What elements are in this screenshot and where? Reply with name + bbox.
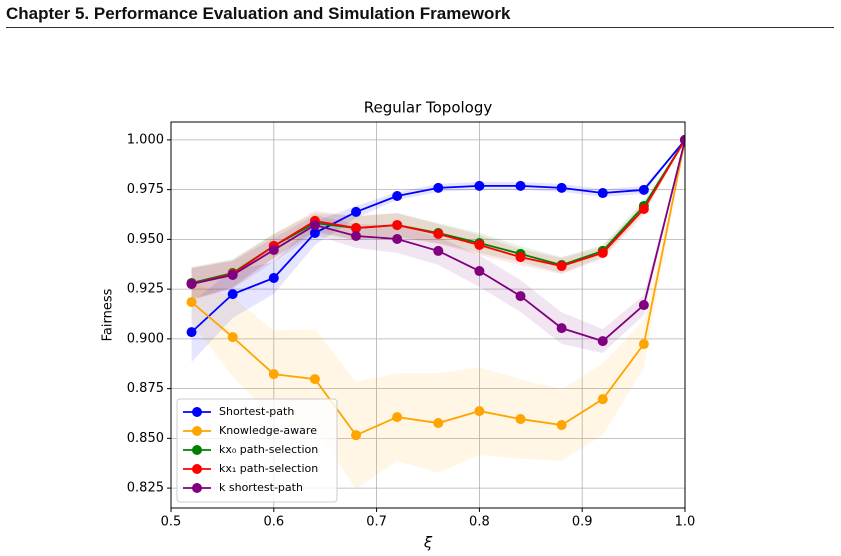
point [597, 188, 608, 199]
header-rule [6, 27, 834, 28]
point [268, 244, 279, 255]
chart-title: Regular Topology [364, 99, 493, 117]
legend-label: kx₀ path-selection [219, 443, 318, 456]
legend-marker [192, 464, 202, 474]
legend-marker [192, 483, 202, 493]
y-tick-label: 0.950 [127, 232, 164, 247]
point [309, 228, 320, 239]
y-tick-label: 0.875 [127, 381, 164, 396]
point [474, 239, 485, 250]
point [392, 191, 403, 202]
point [597, 336, 608, 347]
point [638, 203, 649, 214]
point [392, 412, 403, 423]
point [474, 180, 485, 191]
point [515, 252, 526, 263]
point [515, 414, 526, 425]
point [638, 184, 649, 195]
error-band [191, 139, 685, 299]
legend-box [176, 398, 338, 503]
point [309, 374, 320, 385]
legend-label: Shortest-path [219, 405, 294, 418]
legend-label: kx₁ path-selection [219, 462, 318, 475]
x-tick-label: 0.5 [161, 515, 182, 530]
point [351, 430, 362, 441]
x-axis-label: ξ [423, 534, 433, 552]
point [638, 300, 649, 311]
legend-marker [192, 407, 202, 417]
point [351, 223, 362, 234]
point [515, 180, 526, 191]
point [268, 369, 279, 380]
point [186, 297, 197, 308]
point [556, 182, 567, 193]
point [556, 323, 567, 334]
point [186, 327, 197, 338]
point [597, 394, 608, 405]
x-tick-label: 0.8 [469, 515, 490, 530]
legend-marker [192, 445, 202, 455]
y-tick-label: 0.975 [127, 182, 164, 197]
point [597, 247, 608, 258]
legend-label: Knowledge-aware [219, 424, 317, 437]
point [638, 339, 649, 350]
point [227, 270, 238, 281]
point [268, 272, 279, 283]
y-tick-label: 1.000 [127, 132, 164, 147]
chapter-header: Chapter 5. Performance Evaluation and Si… [6, 4, 511, 23]
y-tick-label: 0.825 [127, 481, 164, 496]
x-tick-label: 0.7 [366, 515, 387, 530]
point [351, 231, 362, 242]
point [515, 291, 526, 302]
y-tick-label: 0.925 [127, 282, 164, 297]
point [433, 182, 444, 193]
point [433, 245, 444, 256]
legend-marker [192, 426, 202, 436]
point [227, 289, 238, 300]
x-tick-label: 1.0 [675, 515, 696, 530]
y-tick-label: 0.900 [127, 331, 164, 346]
point [227, 332, 238, 343]
x-tick-label: 0.9 [572, 515, 593, 530]
point [474, 266, 485, 277]
point [474, 406, 485, 417]
point [556, 261, 567, 272]
point [186, 278, 197, 289]
point [392, 233, 403, 244]
point [392, 220, 403, 231]
point [433, 229, 444, 240]
x-tick-label: 0.6 [263, 515, 284, 530]
point [351, 206, 362, 217]
legend-label: k shortest-path [219, 481, 303, 494]
point [680, 134, 685, 145]
point [433, 418, 444, 429]
point [556, 420, 567, 431]
plot-frame [170, 121, 686, 509]
point [309, 220, 320, 231]
y-axis-label: Fairness [101, 288, 116, 341]
y-tick-label: 0.850 [127, 431, 164, 446]
error-band [191, 139, 685, 300]
